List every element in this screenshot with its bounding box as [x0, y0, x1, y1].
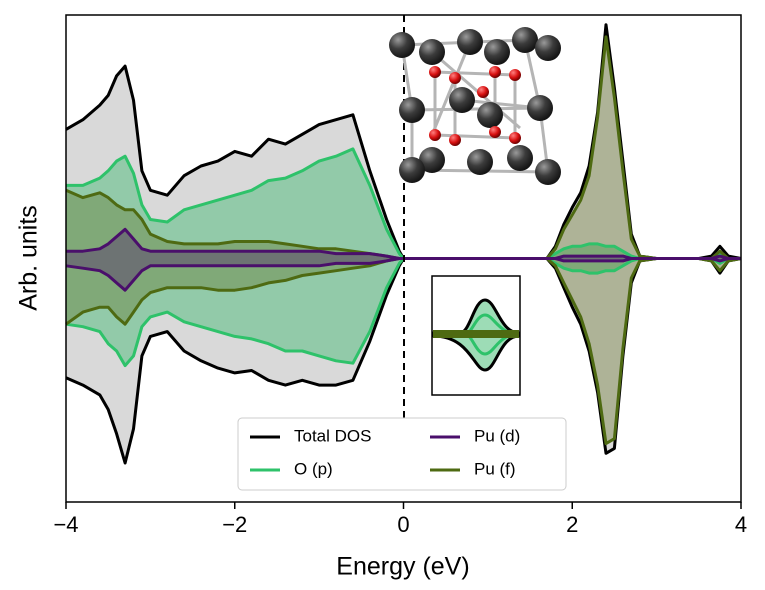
area-fill	[66, 258, 741, 366]
x-tick-label: −2	[222, 512, 247, 537]
dos-line	[65, 257, 741, 368]
y-axis-label: Arb. units	[15, 205, 43, 311]
inset-plot	[431, 275, 521, 396]
dos-line	[66, 227, 741, 260]
x-tick-label: 2	[566, 512, 578, 537]
dos-line	[65, 257, 741, 292]
plot-area	[65, 23, 742, 465]
x-axis-label: Energy (eV)	[336, 553, 469, 581]
area-fill	[66, 258, 741, 444]
area-fill	[66, 148, 741, 259]
area-fill	[66, 36, 741, 259]
legend-box	[237, 417, 567, 491]
legend-label: O (p)	[294, 459, 333, 478]
legend: Total DOS O (p) Pu (d) Pu (f)	[237, 417, 567, 491]
crystal-atoms	[389, 27, 561, 185]
area-fill	[66, 24, 741, 259]
legend-label: Total DOS	[294, 426, 371, 445]
x-tick-label: −4	[53, 512, 78, 537]
area-fill	[66, 258, 741, 463]
legend-label: Pu (d)	[474, 426, 520, 445]
legend-label: Pu (f)	[474, 459, 516, 478]
x-tick-label: 4	[735, 512, 747, 537]
area-fill	[66, 258, 741, 291]
x-tick-label: 0	[397, 512, 409, 537]
dos-line	[66, 147, 741, 260]
